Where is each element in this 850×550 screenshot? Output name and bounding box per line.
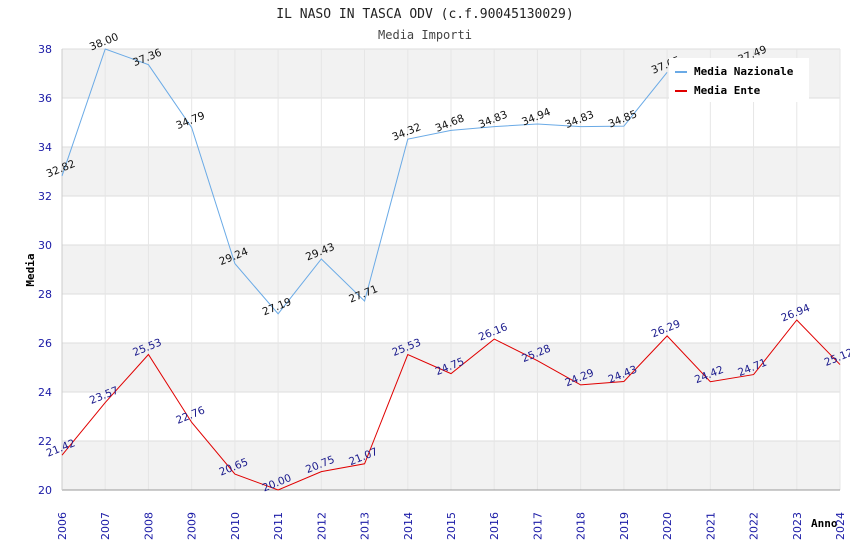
y-tick-label: 30 [38,239,52,252]
axes [61,49,840,491]
x-tick-label: 2011 [272,512,285,540]
y-tick-label: 28 [38,288,52,301]
y-tick-label: 24 [38,386,52,399]
x-tick-label: 2020 [661,512,674,540]
chart-title: IL NASO IN TASCA ODV (c.f.90045130029) [276,7,573,22]
x-tick-label: 2010 [229,512,242,540]
x-tick-label: 2008 [142,512,155,540]
x-tick-label: 2017 [531,512,544,540]
chart-subtitle: Media Importi [378,28,472,42]
y-tick-label: 22 [38,435,52,448]
y-tick-label: 36 [38,92,52,105]
x-tick-label: 2023 [791,512,804,540]
y-tick-label: 26 [38,337,52,350]
y-tick-labels: 20 22 24 26 28 30 32 34 36 38 [38,43,52,497]
x-tick-label: 2009 [186,512,199,540]
legend: Media Nazionale Media Ente [669,58,809,102]
x-tick-label: 2006 [56,512,69,540]
series-line-media-nazionale [61,48,668,315]
x-tick-label: 2012 [315,512,328,540]
x-tick-label: 2022 [748,512,761,540]
y-tick-label: 38 [38,43,52,56]
y-tick-label: 20 [38,484,52,497]
series-line-media-ente [61,319,841,491]
x-tick-label: 2013 [359,512,372,540]
x-tick-label: 2014 [402,512,415,540]
x-tick-label: 2019 [618,512,631,540]
y-axis-label: Media [24,253,37,286]
legend-box [669,58,809,102]
x-tick-label: 2016 [488,512,501,540]
x-tick-label: 2007 [99,512,112,540]
legend-label-media-ente: Media Ente [694,84,761,97]
legend-label-media-nazionale: Media Nazionale [694,65,794,78]
y-tick-label: 32 [38,190,52,203]
x-axis-label: Anno [811,517,838,530]
x-tick-label: 2024 [834,512,847,540]
x-tick-label: 2021 [704,512,717,540]
x-tick-label: 2015 [445,512,458,540]
y-tick-label: 34 [38,141,52,154]
series-lines [61,48,841,491]
x-tick-label: 2018 [575,512,588,540]
x-tick-labels: 2006 2007 2008 2009 2010 2011 2012 2013 2014 2015… [56,512,847,540]
